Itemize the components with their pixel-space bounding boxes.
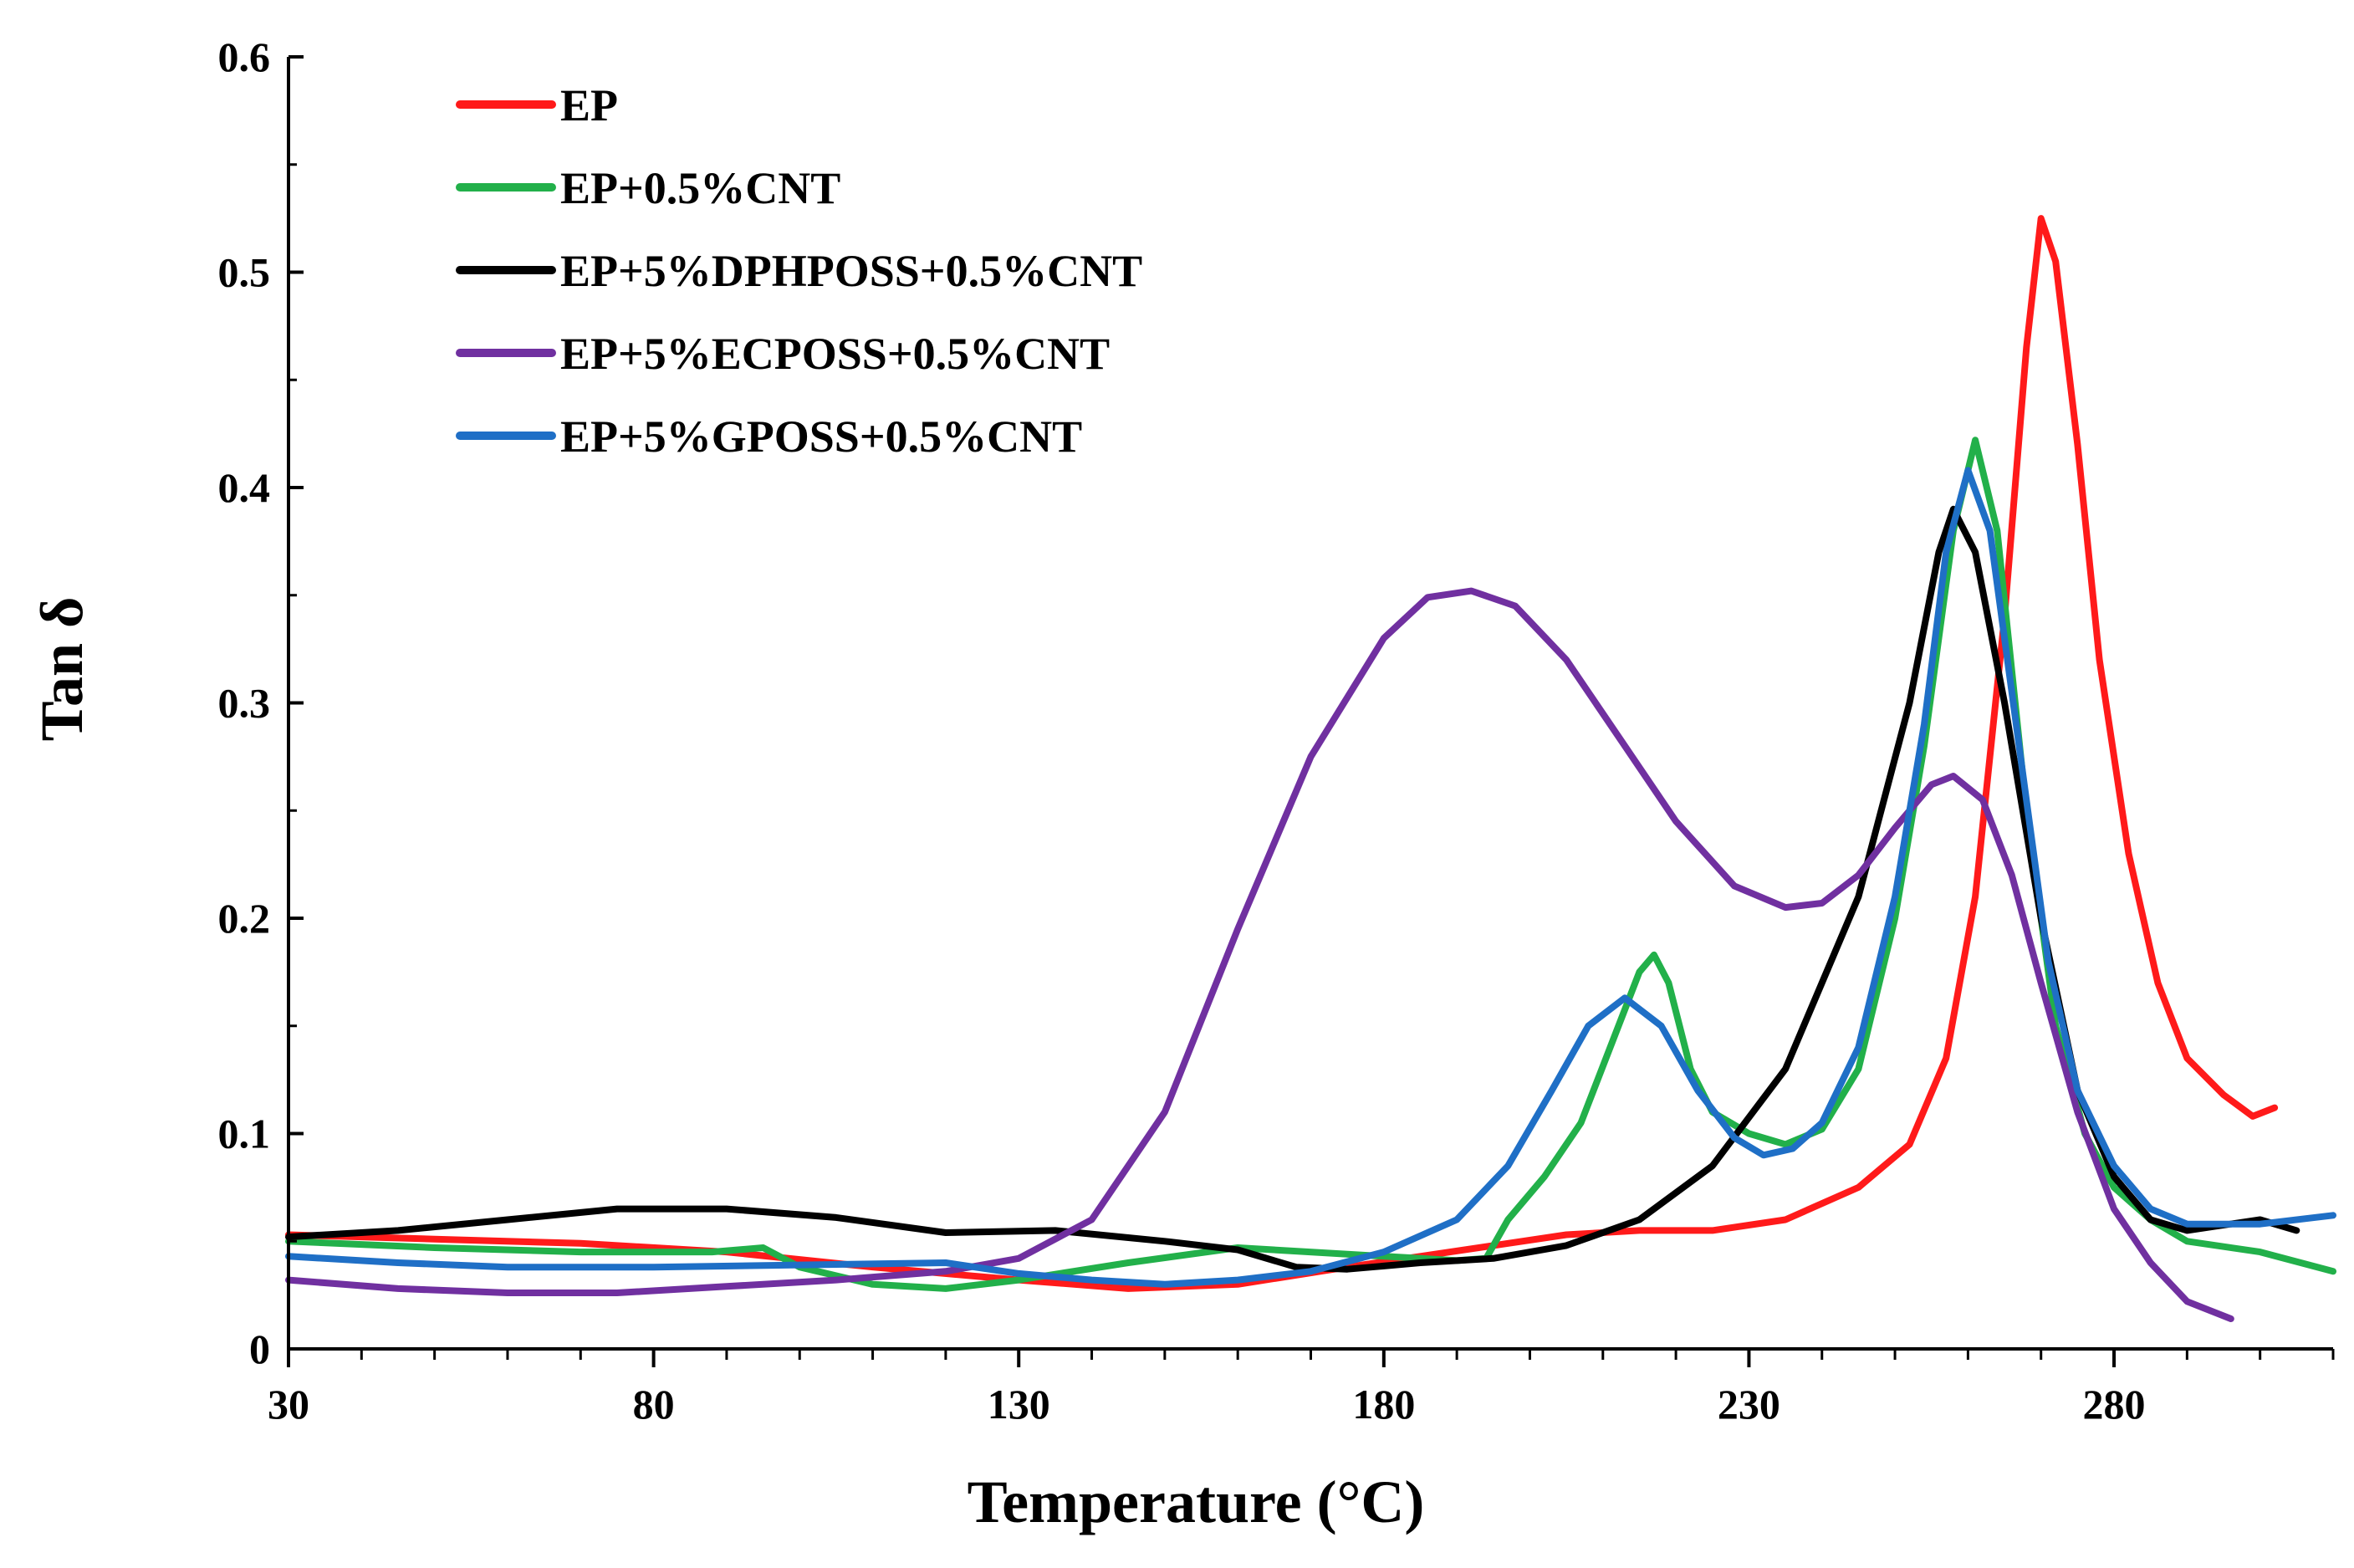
y-tick-label: 0.4 <box>218 464 271 511</box>
y-tick-label: 0.6 <box>218 33 271 80</box>
x-tick-label: 230 <box>1718 1381 1780 1428</box>
x-tick-label: 180 <box>1352 1381 1415 1428</box>
series-line-5 <box>285 467 2336 1288</box>
series-line-2 <box>285 437 2336 1292</box>
series-layer <box>285 215 2336 1322</box>
x-tick-label: 80 <box>633 1381 675 1428</box>
series-line-4 <box>285 587 2234 1322</box>
y-axis-title: Tan δ <box>28 597 95 742</box>
x-tick-label: 30 <box>268 1381 309 1428</box>
axes-layer: 0 0.1 0.2 0.3 0.4 0.5 0.6 30 80 130 180 230 280 <box>218 33 2335 1428</box>
x-tick-label: 130 <box>988 1381 1050 1428</box>
y-tick-label: 0 <box>249 1325 270 1372</box>
x-axis-title: Temperature (°C) <box>968 1468 1425 1535</box>
y-tick-label: 0.3 <box>218 680 271 727</box>
series-line-3 <box>285 505 2300 1273</box>
y-tick-label: 0.2 <box>218 895 271 942</box>
series-line-1 <box>285 215 2279 1292</box>
legend-label-1: EP <box>560 80 618 130</box>
legend-label-3: EP+5%DPHPOSS+0.5%CNT <box>560 246 1142 296</box>
y-tick-label: 0.5 <box>218 249 271 296</box>
legend-label-5: EP+5%GPOSS+0.5%CNT <box>560 411 1082 462</box>
legend-label-4: EP+5%ECPOSS+0.5%CNT <box>560 329 1110 379</box>
legend: EP EP+0.5%CNT EP+5%DPHPOSS+0.5%CNT EP+5%ECP… <box>456 80 1142 462</box>
legend-label-2: EP+0.5%CNT <box>560 163 840 213</box>
y-tick-label: 0.1 <box>218 1111 271 1157</box>
x-tick-label: 280 <box>2083 1381 2146 1428</box>
